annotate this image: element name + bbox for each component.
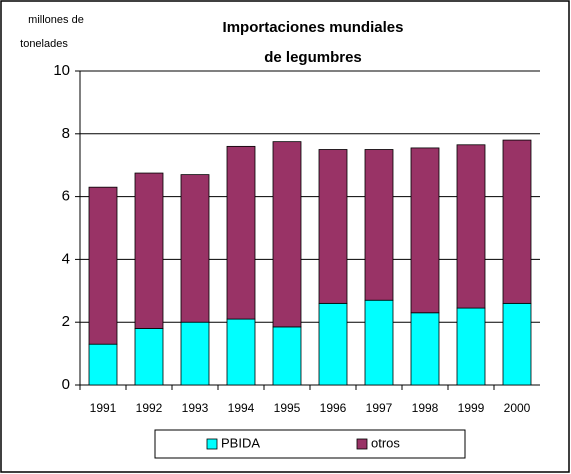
x-tick-label: 1996	[320, 401, 347, 415]
x-tick-label: 1997	[366, 401, 393, 415]
legend-swatch	[206, 438, 218, 450]
x-tick-label: 2000	[504, 401, 531, 415]
legend-box	[154, 429, 466, 459]
bar-segment	[456, 307, 486, 386]
legend-swatch	[356, 438, 368, 450]
x-tick-label: 1994	[228, 401, 255, 415]
bar-segment	[272, 141, 302, 328]
x-tick-label: 1993	[182, 401, 209, 415]
legend-label: otros	[371, 435, 400, 450]
bar-segment	[226, 145, 256, 320]
bar-segment	[180, 174, 210, 323]
bar-segment	[134, 172, 164, 329]
bar-segment	[410, 147, 440, 314]
y-tick-label: 4	[62, 250, 70, 267]
legend-label: PBIDA	[221, 435, 260, 450]
bar-segment	[502, 139, 532, 304]
bar-segment	[88, 186, 118, 345]
bar-segment	[272, 326, 302, 386]
bar-segment	[134, 328, 164, 386]
y-tick-label: 6	[62, 188, 70, 205]
bar-segment	[364, 299, 394, 386]
y-tick-label: 2	[62, 313, 70, 330]
bar-segment	[180, 321, 210, 386]
y-tick-label: 8	[62, 125, 70, 142]
y-axis-label: tonelades	[20, 38, 68, 50]
bar-segment	[88, 343, 118, 386]
x-tick-label: 1999	[458, 401, 485, 415]
bar-segment	[410, 312, 440, 386]
y-tick-label: 0	[62, 376, 70, 393]
x-tick-label: 1992	[136, 401, 163, 415]
y-axis-label: millones de	[28, 14, 84, 26]
chart-title: de legumbres	[264, 49, 362, 66]
x-tick-label: 1995	[274, 401, 301, 415]
chart-title: Importaciones mundiales	[223, 19, 404, 36]
bar-segment	[502, 302, 532, 386]
bar-segment	[318, 149, 348, 304]
x-tick-label: 1998	[412, 401, 439, 415]
bar-segment	[226, 318, 256, 386]
y-tick-label: 10	[53, 62, 70, 79]
bar-segment	[318, 302, 348, 386]
x-tick-label: 1991	[90, 401, 117, 415]
bar-segment	[456, 144, 486, 309]
bar-segment	[364, 149, 394, 301]
